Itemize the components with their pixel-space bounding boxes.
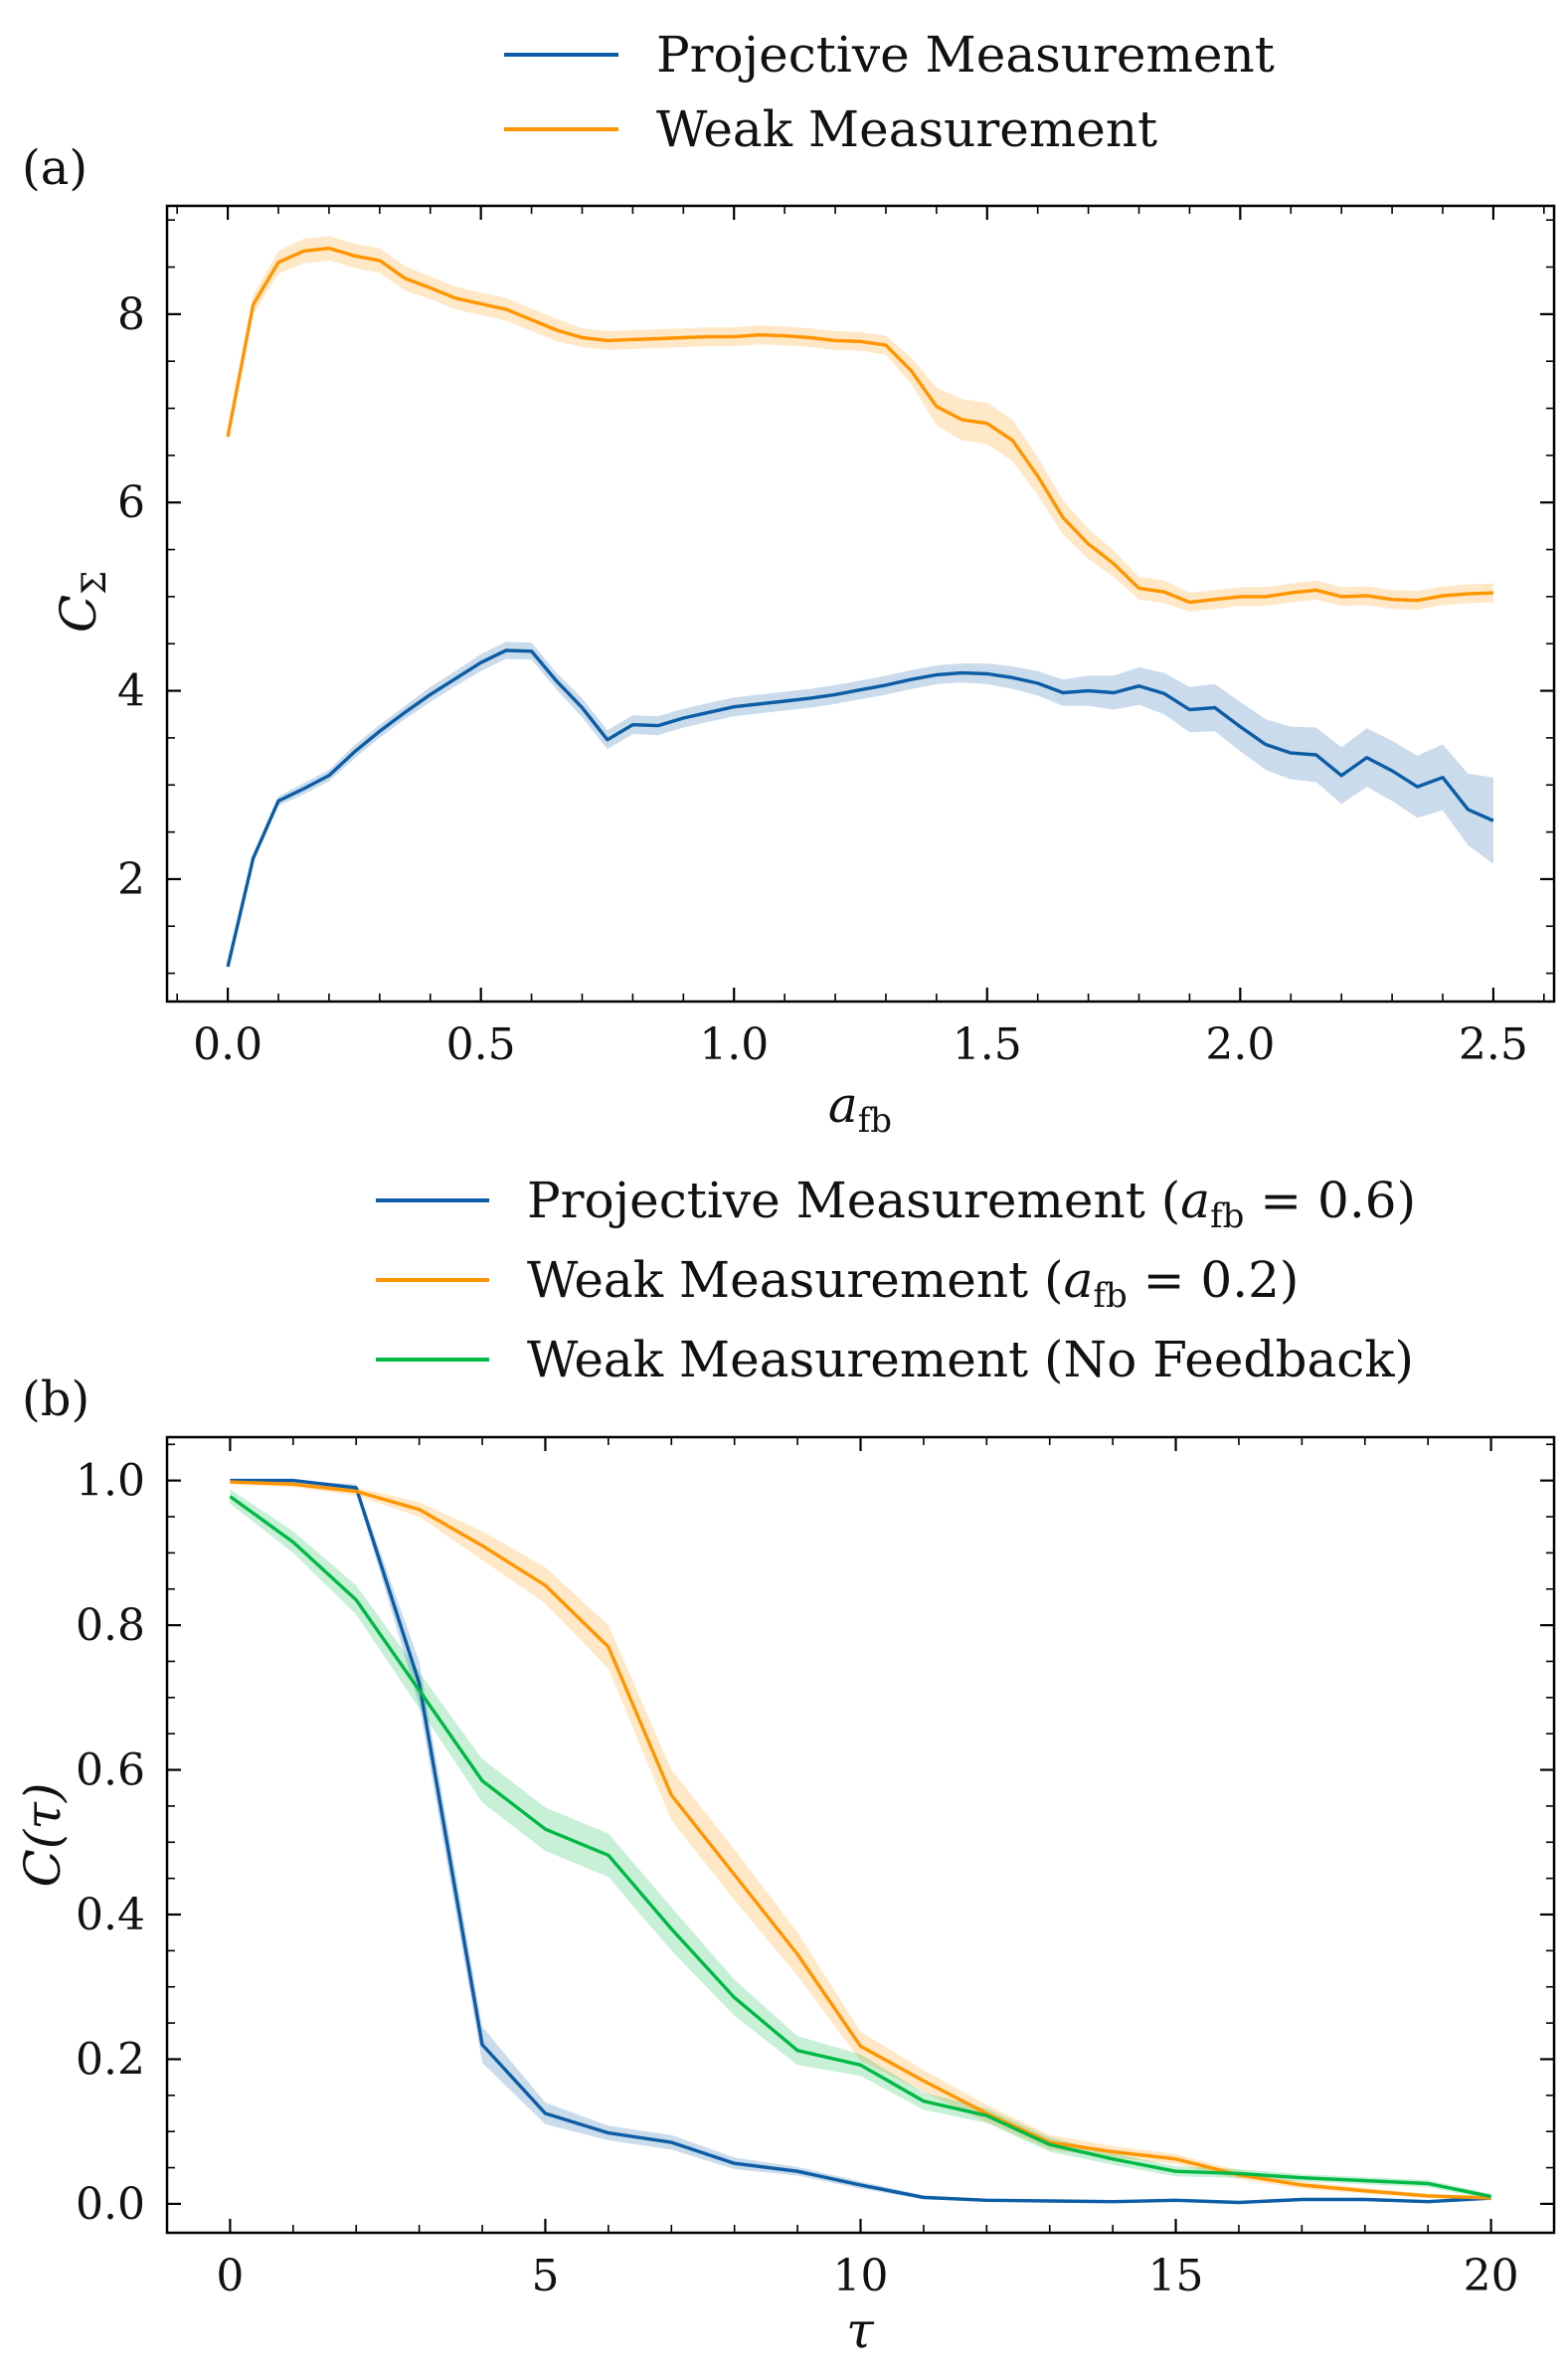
plot-b-series-line-2 — [229, 1495, 1491, 2199]
plot-b-series-line-1 — [230, 1480, 1491, 2200]
plot-a-band-1 — [228, 236, 1493, 613]
legend-b-weak-afb: a — [1064, 1251, 1094, 1309]
plot-a-xtick-label: 1.5 — [953, 1019, 1022, 1070]
plot-a-ytick-label: 6 — [117, 477, 145, 528]
plot-b-ytick-label: 0.4 — [76, 1890, 145, 1940]
plot-b-xtick-label: 20 — [1464, 2251, 1519, 2301]
xlabel-a-main: a — [828, 1076, 858, 1134]
plot-b-ytick-label: 0.6 — [76, 1745, 145, 1796]
plot-a: 0.0 0.5 1.0 1.5 2.0 2.5 2 4 6 8 — [117, 204, 1556, 1070]
plot-b-ticks: 0 5 10 15 20 0.0 0.2 0.4 0.6 0.8 1.0 — [76, 1437, 1555, 2301]
panel-label-b: (b) — [22, 1371, 89, 1427]
legend-b-label-projective: Projective Measurement (afb = 0.6) — [527, 1172, 1416, 1236]
plot-a-xtick-label: 0.0 — [193, 1019, 262, 1070]
plot-b-series-line-0 — [230, 1478, 1491, 2205]
plot-b-ytick-label: 0.2 — [76, 2034, 145, 2085]
legend-b-projective-prefix: Projective Measurement ( — [527, 1172, 1180, 1229]
plot-a-frame — [165, 204, 1556, 1004]
xlabel-a-sub: fb — [858, 1101, 892, 1141]
legend-b-projective-suffix: = 0.6) — [1244, 1172, 1416, 1229]
plot-b: 0 5 10 15 20 0.0 0.2 0.4 0.6 0.8 1.0 — [76, 1435, 1556, 2301]
plot-a-series-line-1 — [226, 246, 1493, 605]
ylabel-b: C(τ) — [14, 1783, 72, 1888]
plot-a-xtick-label: 0.5 — [446, 1019, 516, 1070]
xlabel-a: afb — [828, 1076, 892, 1141]
plot-b-ytick-label: 1.0 — [76, 1456, 145, 1507]
plot-b-ytick-label: 0.8 — [76, 1600, 145, 1651]
plot-b-ytick-label: 0.0 — [76, 2179, 145, 2230]
plot-a-xtick-label: 2.5 — [1459, 1019, 1528, 1070]
plot-b-band-2 — [230, 1489, 1491, 2200]
legend-b-projective-afb: a — [1180, 1172, 1210, 1229]
plot-a-xtick-label: 2.0 — [1205, 1019, 1275, 1070]
plot-b-lines — [229, 1478, 1491, 2205]
ylabel-a-main: C — [50, 595, 107, 633]
legend-b-weak-afb-sub: fb — [1093, 1276, 1127, 1316]
plot-a-ytick-label: 2 — [117, 854, 145, 905]
plot-b-xtick-label: 5 — [531, 2251, 559, 2301]
ylabel-a: CΣ — [50, 571, 114, 633]
plot-a-ytick-label: 8 — [117, 289, 145, 340]
plot-b-frame — [165, 1435, 1556, 2235]
plot-b-xtick-label: 10 — [833, 2251, 889, 2301]
plot-b-band-0 — [230, 1480, 1491, 2204]
legend-b-projective-afb-sub: fb — [1210, 1196, 1244, 1236]
plot-a-ticks: 0.0 0.5 1.0 1.5 2.0 2.5 2 4 6 8 — [117, 206, 1554, 1070]
plot-b-band-1 — [230, 1479, 1491, 2201]
plot-b-bands — [230, 1479, 1491, 2204]
plot-a-bands — [228, 236, 1493, 970]
plot-b-xtick-label: 0 — [216, 2251, 244, 2301]
legend-a: Projective Measurement Weak Measurement — [504, 26, 1275, 158]
legend-b-weak-suffix: = 0.2) — [1128, 1251, 1300, 1309]
plot-a-xtick-label: 1.0 — [699, 1019, 769, 1070]
legend-b: Projective Measurement (afb = 0.6) Weak … — [376, 1172, 1416, 1388]
xlabel-b: τ — [846, 2301, 875, 2359]
plot-a-ytick-label: 4 — [117, 666, 145, 717]
panel-label-a: (a) — [22, 140, 87, 196]
plot-b-xtick-label: 15 — [1148, 2251, 1204, 2301]
legend-a-label-weak: Weak Measurement — [656, 100, 1157, 158]
ylabel-a-sub: Σ — [75, 571, 114, 595]
plot-a-lines — [226, 246, 1494, 968]
legend-b-label-weak: Weak Measurement (afb = 0.2) — [527, 1251, 1299, 1316]
legend-b-weak-prefix: Weak Measurement ( — [527, 1251, 1064, 1309]
legend-b-label-nofeedback: Weak Measurement (No Feedback) — [527, 1331, 1414, 1388]
legend-a-label-projective: Projective Measurement — [656, 26, 1275, 84]
